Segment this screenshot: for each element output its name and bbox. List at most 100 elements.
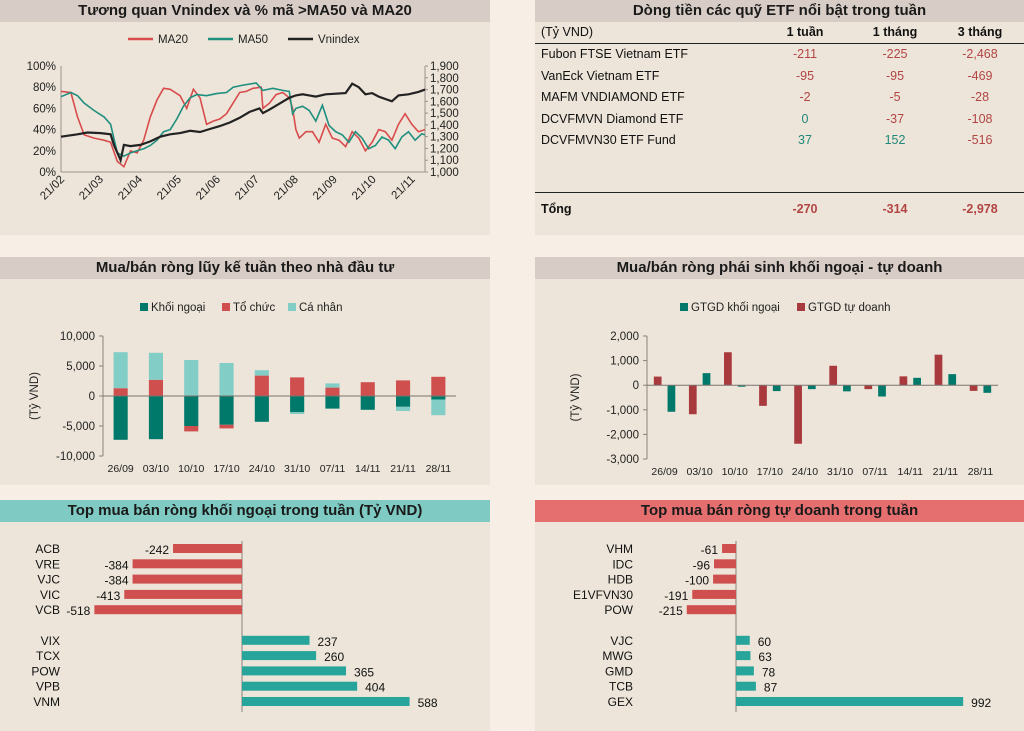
x-tick: 31/10 (284, 463, 310, 475)
bar-segment (431, 376, 446, 396)
table-header: (Tỷ VND) 1 tuần 1 tháng 3 tháng (535, 22, 1024, 42)
table-cell: -516 (967, 133, 993, 147)
value-label: 63 (758, 650, 772, 664)
bar (878, 385, 886, 397)
bar (173, 544, 242, 553)
panel-title: Mua/bán ròng phái sinh khối ngoại - tự d… (535, 257, 1024, 279)
y-right-tick: 1,800 (430, 73, 459, 85)
y-tick: 2,000 (610, 331, 639, 343)
category-label: ACB (35, 542, 60, 556)
bar-segment (184, 360, 199, 396)
x-tick: 17/10 (757, 466, 783, 478)
category-label: TCX (36, 649, 60, 663)
table-cell: -37 (885, 111, 905, 126)
value-label: 78 (762, 665, 776, 679)
bar-segment (113, 388, 128, 396)
bar-segment (148, 379, 164, 396)
category-label: VRE (35, 557, 60, 571)
x-tick: 21/04 (116, 173, 145, 202)
legend-label: Tổ chức (233, 302, 275, 314)
bar-segment (113, 396, 128, 440)
table-cell: -108 (967, 111, 993, 126)
bar (242, 697, 410, 706)
x-tick: 03/10 (143, 463, 169, 475)
value-label: 237 (318, 635, 338, 649)
total-cell: -314 (882, 202, 908, 216)
value-label: 87 (764, 681, 778, 695)
y-tick: -5,000 (62, 421, 95, 433)
x-tick: 21/06 (194, 174, 223, 203)
y-right-tick: 1,300 (430, 132, 459, 144)
bar (913, 377, 921, 386)
x-tick: 14/11 (898, 466, 924, 478)
x-tick: 10/10 (722, 466, 748, 478)
value-label: -413 (96, 589, 120, 603)
bar-segment (290, 412, 305, 414)
value-label: -384 (105, 558, 129, 572)
y-tick: 0 (89, 391, 95, 403)
y-left-tick: 20% (33, 146, 56, 158)
bar (242, 666, 347, 676)
bar (736, 681, 756, 691)
bar-segment (395, 396, 411, 407)
category-label: HDB (608, 573, 633, 587)
table-cell: -469 (967, 68, 993, 83)
bar-segment (219, 424, 234, 429)
table-cell: -2 (799, 90, 811, 104)
table-cell: -28 (970, 90, 990, 104)
bar (737, 385, 746, 387)
bar (807, 385, 816, 390)
legend-swatch (288, 303, 296, 311)
bar (736, 651, 751, 661)
value-label: -215 (659, 604, 683, 618)
x-tick: 14/11 (355, 463, 381, 475)
legend-label: MA50 (238, 34, 268, 46)
series-line-ma50 (60, 82, 426, 157)
bar (713, 574, 736, 584)
x-tick: 21/09 (311, 174, 340, 203)
vnindex-ma-chart: MA20 MA50 Vnindex0%20%40%60%80%100%1,0001,… (27, 34, 459, 203)
y-right-tick: 1,900 (430, 61, 459, 73)
table-cell: -225 (882, 47, 908, 61)
series-line-ma20 (60, 86, 426, 168)
y-tick: 0 (633, 380, 639, 392)
y-right-tick: 1,400 (430, 120, 459, 132)
bar (864, 385, 873, 390)
col-header: 3 tháng (957, 25, 1003, 39)
y-axis-label: (Tỷ VND) (570, 373, 582, 421)
panel-etf-flows: Dòng tiền các quỹ ETF nổi bật trong tuần… (535, 0, 1024, 235)
x-tick: 21/05 (155, 174, 184, 203)
category-label: VHM (606, 542, 633, 556)
x-tick: 24/10 (249, 463, 275, 475)
y-right-tick: 1,100 (430, 155, 459, 167)
bar (132, 574, 242, 584)
bar-segment (431, 399, 446, 416)
bar-segment (431, 396, 446, 400)
x-tick: 07/11 (320, 463, 346, 475)
panel-title: Dòng tiền các quỹ ETF nổi bật trong tuần (535, 0, 1024, 22)
bar-segment (290, 396, 305, 413)
bar-segment (325, 387, 340, 396)
legend-label: GTGD khối ngoại (691, 302, 780, 314)
x-tick: 21/11 (933, 466, 959, 478)
table-cell: -95 (795, 68, 815, 83)
value-label: -384 (105, 574, 129, 588)
bar (692, 589, 736, 599)
bar (736, 697, 964, 706)
y-left-tick: 60% (33, 103, 56, 115)
fund-name: DCVFMVN30 ETF Fund (541, 133, 676, 147)
table-cell: -5 (889, 90, 901, 104)
bar-segment (254, 370, 269, 376)
x-tick: 31/10 (827, 466, 853, 478)
x-tick: 21/07 (233, 174, 262, 203)
bar (772, 385, 781, 392)
table-cell: 152 (884, 133, 906, 147)
investor-flows-chart: Khối ngoại Tổ chức Cá nhân -10,000 -5,000 0 5,… (29, 302, 456, 475)
y-axis-label: (Tỷ VND) (29, 372, 41, 420)
y-tick: 1,000 (610, 356, 639, 368)
table-cell: -2,468 (962, 47, 998, 61)
x-tick: 03/10 (687, 466, 713, 478)
legend-swatch (140, 303, 148, 311)
bar-segment (290, 377, 305, 396)
value-label: -61 (701, 543, 719, 557)
